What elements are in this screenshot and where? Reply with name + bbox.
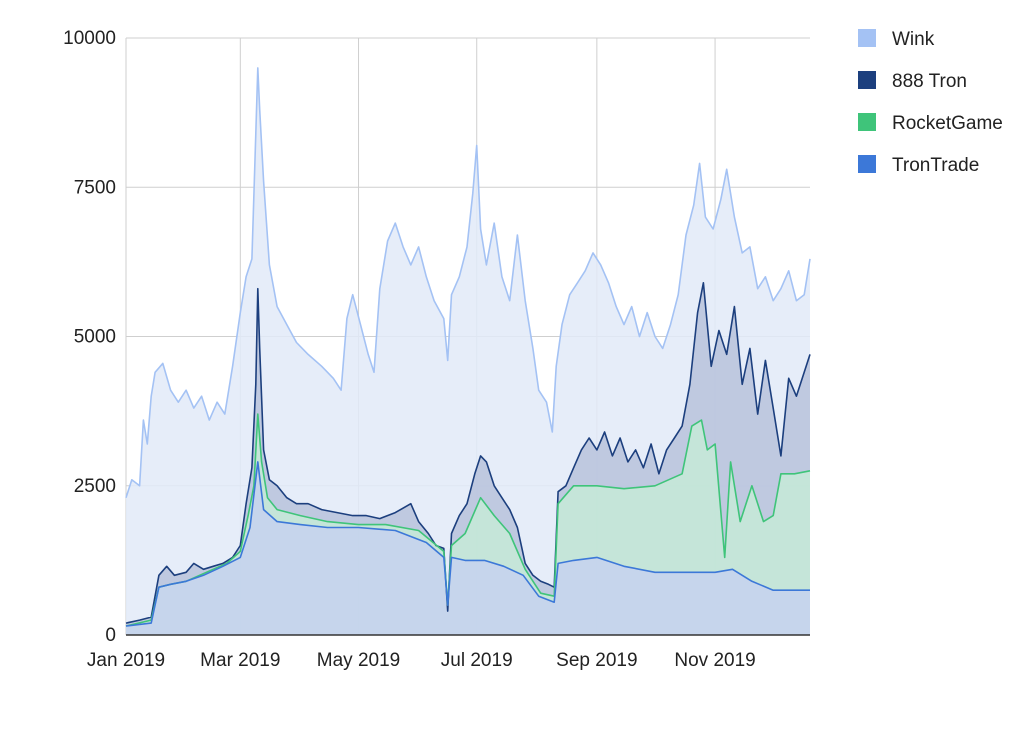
y-tick-label: 7500 [74,177,116,198]
legend-label-trontrade: TronTrade [892,155,979,176]
series-areas [126,67,810,635]
legend-swatch-wink [858,29,876,47]
line-wink [125,67,811,498]
x-axis-ticks: Jan 2019 Mar 2019 May 2019 Jul 2019 Sep 2019… [87,650,756,671]
x-tick-label: Mar 2019 [200,650,280,671]
legend-label-888-tron: 888 Tron [892,71,967,92]
y-axis-ticks: 0 2500 5000 7500 10000 [63,28,116,646]
y-tick-label: 10000 [63,28,116,49]
legend-swatch-rocketgame [858,113,876,131]
x-tick-label: Jul 2019 [441,650,513,671]
line-rocketgame [125,413,811,627]
x-tick-label: May 2019 [317,650,400,671]
legend-label-wink: Wink [892,29,935,50]
x-tick-label: Jan 2019 [87,650,165,671]
legend-swatch-trontrade [858,155,876,173]
area-trontrade [126,461,810,635]
line-trontrade [125,461,810,627]
legend: Wink 888 Tron RocketGame TronTrade [858,29,1003,176]
y-tick-label: 0 [105,625,116,646]
legend-label-rocketgame: RocketGame [892,113,1003,134]
y-tick-label: 2500 [74,476,116,497]
series-lines [125,67,811,627]
x-tick-label: Sep 2019 [556,650,637,671]
y-tick-label: 5000 [74,327,116,348]
legend-swatch-888-tron [858,71,876,89]
x-tick-label: Nov 2019 [674,650,755,671]
line-888-tron [125,282,811,624]
